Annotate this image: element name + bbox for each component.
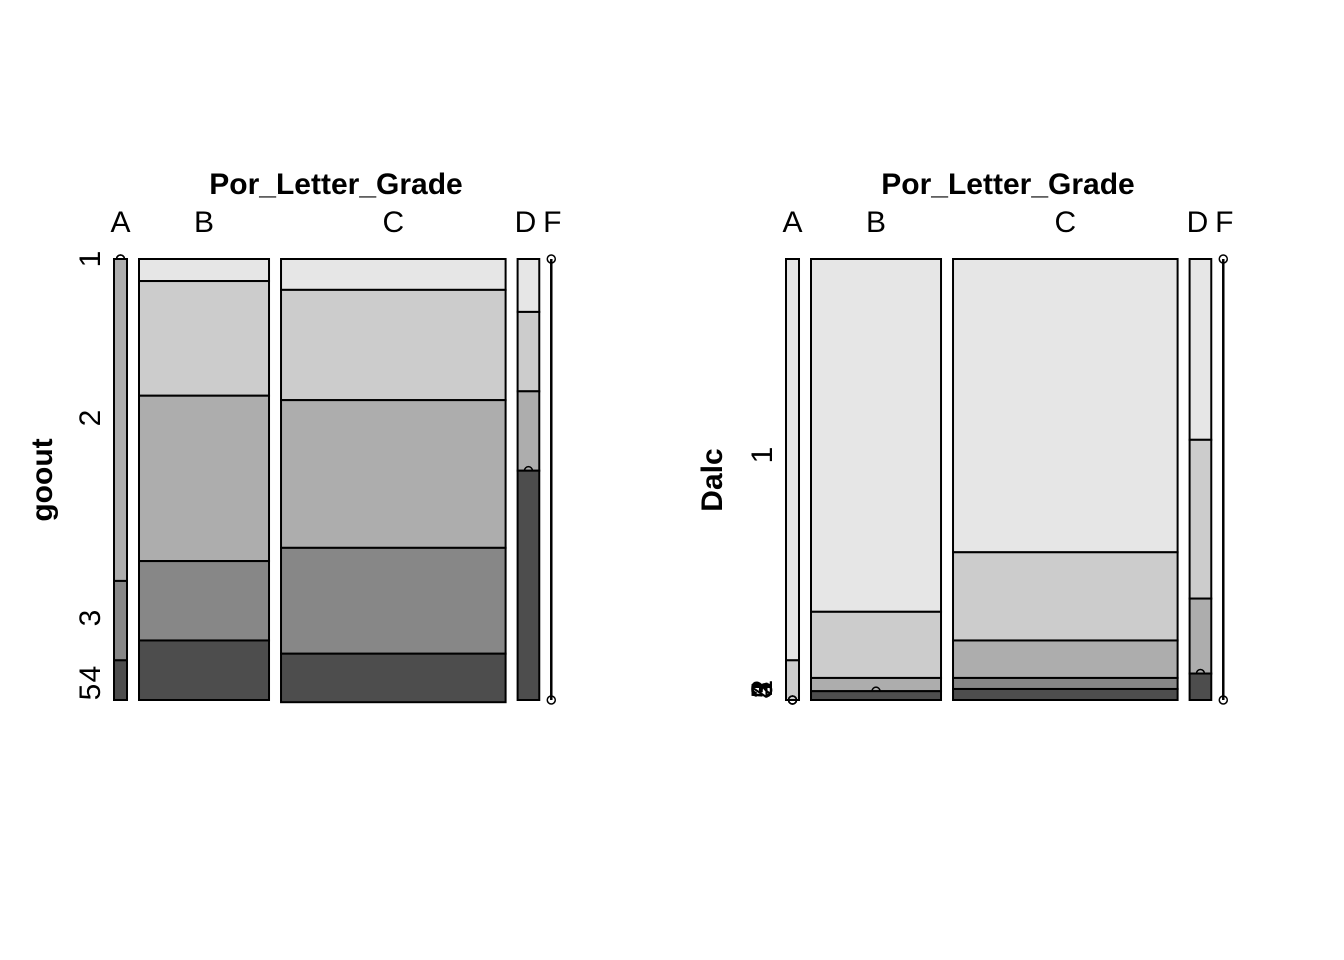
x-tick-label-D: D <box>1187 206 1209 239</box>
y-tick-label-4: 4 <box>74 666 107 683</box>
mosaic-cell-A-2 <box>785 659 801 701</box>
mosaic-cell-C-3 <box>952 639 1179 679</box>
x-tick-label-D: D <box>515 206 537 239</box>
y-axis-label: goout <box>26 438 59 521</box>
mosaic-cell-D-5 <box>1188 672 1213 701</box>
y-tick-label-1: 1 <box>74 251 107 268</box>
mosaic-cell-C-3 <box>280 399 507 549</box>
y-tick-label-2: 2 <box>74 410 107 427</box>
y-tick-label-5: 5 <box>74 684 107 701</box>
mosaic-cell-D-5 <box>516 469 541 701</box>
chart-title: Por_Letter_Grade <box>881 168 1134 201</box>
mosaic-cell-C-5 <box>280 652 507 704</box>
y-tick-label-5: 5 <box>746 682 779 699</box>
chart-title: Por_Letter_Grade <box>209 168 462 201</box>
mosaic-cell-D-1 <box>1188 258 1213 441</box>
mosaic-cell-D-2 <box>516 310 541 393</box>
mosaic-cell-C-5 <box>952 687 1179 701</box>
mosaic-cell-B-5 <box>138 639 271 702</box>
mosaic-cell-D-3 <box>516 390 541 472</box>
mosaic-cell-B-3 <box>138 394 271 563</box>
y-tick-label-3: 3 <box>74 610 107 627</box>
mosaic-cell-B-1 <box>138 258 271 283</box>
y-tick-label-4: 4 <box>746 682 779 699</box>
x-tick-label-A: A <box>782 206 802 239</box>
mosaic-empty-marker <box>546 695 557 705</box>
x-tick-label-C: C <box>1054 206 1076 239</box>
mosaic-cells <box>113 254 557 705</box>
mosaic-cell-B-2 <box>810 610 943 679</box>
mosaic-cell-B-5 <box>810 690 943 701</box>
mosaic-cell-B-3 <box>810 676 943 693</box>
mosaic-empty-marker <box>787 695 798 705</box>
mosaic-cell-A-3 <box>113 258 129 582</box>
mosaic-cell-C-1 <box>280 258 507 291</box>
x-tick-label-B: B <box>866 206 886 239</box>
mosaic-cell-B-4 <box>138 560 271 642</box>
mosaic-cell-D-3 <box>1188 597 1213 675</box>
mosaic-cells <box>785 254 1229 705</box>
mosaic-cell-C-4 <box>280 546 507 655</box>
mosaic-cell-A-4 <box>113 579 129 662</box>
mosaic-cell-C-2 <box>280 288 507 402</box>
mosaic-empty-marker <box>1218 254 1229 264</box>
mosaic-cell-B-2 <box>138 280 271 397</box>
y-tick-label-3: 3 <box>746 682 779 699</box>
mosaic-cell-A-1 <box>785 258 801 662</box>
mosaic-cell-A-5 <box>113 659 129 701</box>
y-tick-labels: 1 2 3 54 <box>74 251 107 701</box>
mosaic-empty-marker <box>546 254 557 264</box>
mosaic-cell-D-1 <box>516 258 541 313</box>
y-tick-label-1: 1 <box>746 447 779 464</box>
mosaic-cell-C-2 <box>952 551 1179 642</box>
y-axis-label: Dalc <box>696 448 729 511</box>
mosaic-cell-D-2 <box>1188 438 1213 600</box>
x-tick-label-F: F <box>543 206 561 239</box>
x-tick-label-F: F <box>1215 206 1233 239</box>
x-tick-label-B: B <box>194 206 214 239</box>
mosaic-cell-B-1 <box>810 258 943 613</box>
x-tick-label-C: C <box>382 206 404 239</box>
mosaic-empty-marker <box>1218 695 1229 705</box>
mosaic-cell-C-1 <box>952 258 1179 554</box>
mosaic-cell-C-4 <box>952 676 1179 690</box>
x-tick-label-A: A <box>110 206 130 239</box>
y-tick-label-2: 2 <box>746 680 779 697</box>
